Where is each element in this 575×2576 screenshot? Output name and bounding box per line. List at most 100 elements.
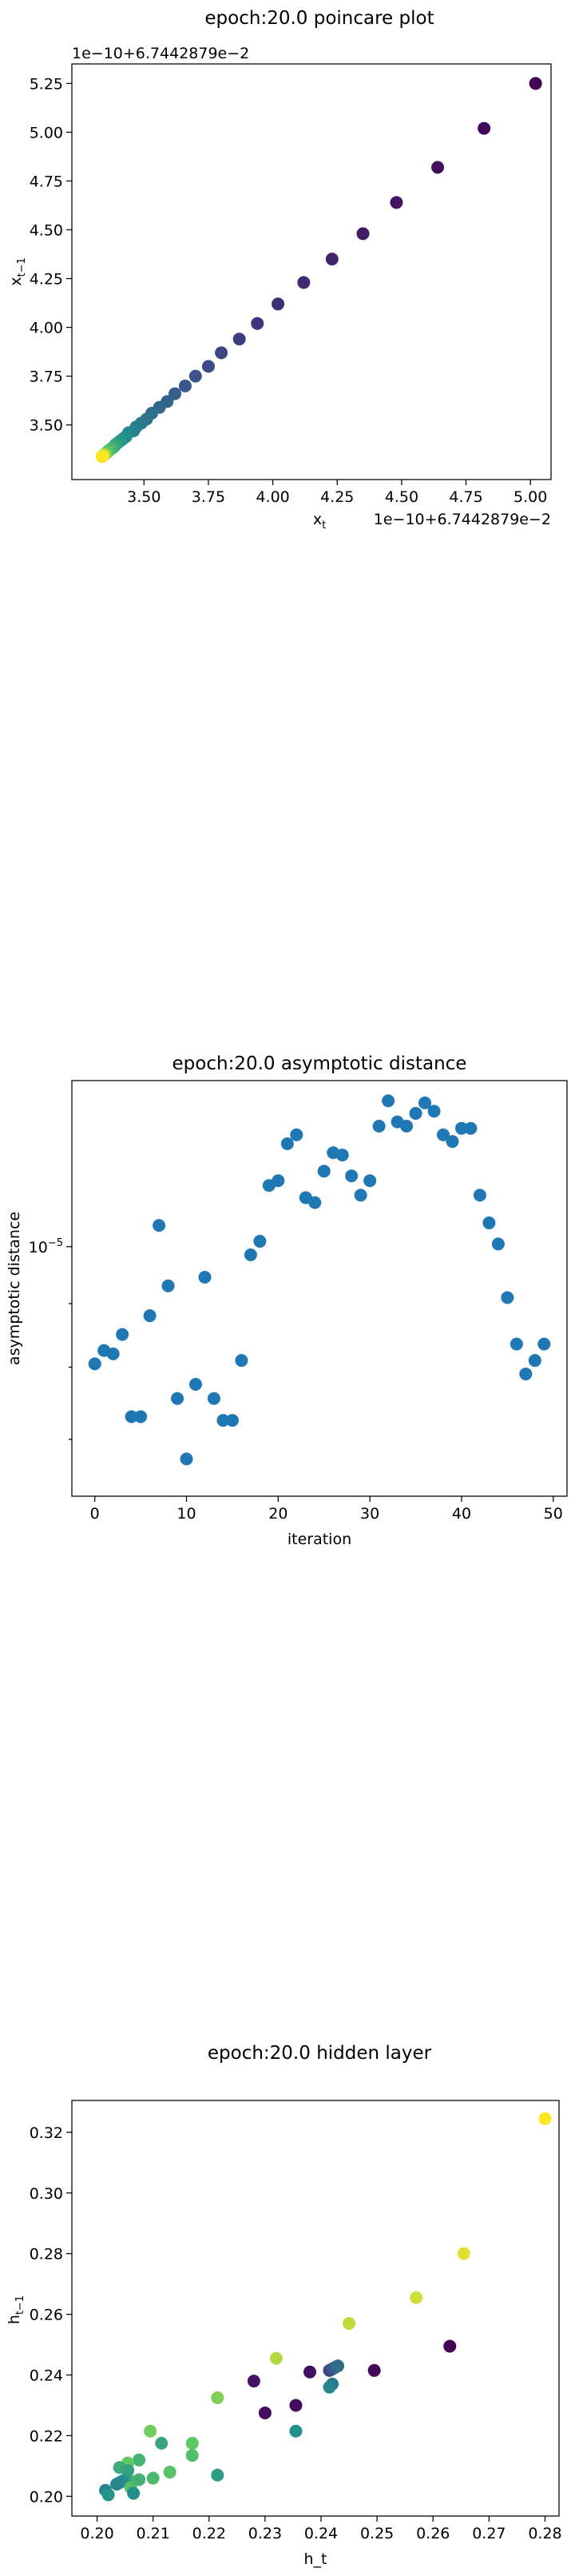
asymptotic-point: [409, 1106, 422, 1120]
asymptotic-point: [363, 1174, 377, 1188]
poincare-point: [95, 450, 109, 464]
poincare-point: [272, 297, 285, 311]
asymptotic-point: [446, 1135, 459, 1149]
hidden-point: [269, 2351, 283, 2365]
asymptotic-x-axis-label: iteration: [288, 1531, 351, 1548]
hidden-point: [247, 2375, 260, 2388]
asymptotic-point: [189, 1378, 202, 1392]
asymptotic-point: [180, 1452, 193, 1466]
asymptotic-point: [198, 1271, 212, 1284]
poincare-y-offset-label: 1e−10+6.7442879e−2: [72, 45, 249, 62]
poincare-point: [297, 276, 311, 289]
poincare-points: [95, 77, 542, 464]
poincare-y-tick-label: 4.50: [30, 222, 63, 240]
hidden-point: [133, 2453, 146, 2467]
hidden-point: [127, 2486, 141, 2500]
poincare-x-tick-label: 5.00: [514, 488, 547, 506]
asymptotic-y-axis-label: asymptotic distance: [6, 1212, 23, 1365]
asymptotic-point: [161, 1279, 175, 1292]
hidden-point: [289, 2424, 303, 2438]
poincare-point: [325, 253, 339, 266]
poincare-x-tick-label: 3.75: [192, 488, 225, 506]
hidden-point: [367, 2363, 381, 2377]
asymptotic-point: [454, 1121, 468, 1135]
hidden-x-tick-label: 0.24: [304, 2525, 338, 2542]
asymptotic-plot-frame: [71, 1080, 568, 1497]
poincare-point: [478, 121, 491, 135]
asymptotic-ticks: 0 10 20 30 40 50 10−5: [29, 1237, 563, 1523]
hidden-point: [410, 2291, 423, 2304]
hidden-y-tick-label: 0.20: [30, 2488, 63, 2506]
asymptotic-point: [519, 1368, 533, 1381]
asymptotic-title: epoch:20.0 asymptotic distance: [172, 1053, 467, 1074]
hidden-y-axis-label: ht−1: [6, 2295, 26, 2324]
asymptotic-point: [153, 1219, 166, 1232]
hidden-x-tick-label: 0.23: [248, 2525, 282, 2542]
poincare-ticks: 3.50 3.75 4.00 4.25 4.50 4.75 5.00 3.50 3.75 4.00…: [30, 75, 548, 506]
poincare-y-tick-label: 4.25: [30, 271, 63, 289]
asymptotic-point: [253, 1235, 267, 1248]
asymptotic-point: [308, 1196, 322, 1209]
hidden-point: [133, 2473, 146, 2486]
asymptotic-point: [537, 1337, 551, 1351]
hidden-title: epoch:20.0 hidden layer: [208, 2043, 432, 2064]
hidden-x-tick-label: 0.21: [137, 2525, 170, 2542]
poincare-x-axis-label: xt: [313, 511, 326, 532]
asymptotic-point: [345, 1169, 359, 1183]
hidden-point: [144, 2424, 157, 2438]
poincare-title: epoch:20.0 poincare plot: [204, 8, 434, 29]
hidden-point: [343, 2316, 356, 2330]
asymptotic-point: [501, 1291, 514, 1304]
hidden-x-tick-label: 0.26: [416, 2525, 450, 2542]
hidden-y-tick-label: 0.24: [30, 2367, 63, 2385]
poincare-x-tick-label: 4.50: [385, 488, 418, 506]
asymptotic-y-tick-label: 10−5: [29, 1237, 63, 1256]
poincare-point: [251, 317, 264, 330]
poincare-y-tick-label: 4.00: [30, 320, 63, 337]
poincare-point: [356, 227, 370, 241]
hidden-y-tick-label: 0.32: [30, 2124, 63, 2142]
hidden-point: [323, 2380, 336, 2394]
poincare-x-tick-label: 4.00: [256, 488, 289, 506]
asymptotic-chart: epoch:20.0 asymptotic distance 0 10 20 30 40…: [6, 1053, 568, 1548]
poincare-y-tick-label: 3.50: [30, 417, 63, 435]
asymptotic-point: [88, 1357, 101, 1371]
hidden-point: [211, 2391, 224, 2404]
asymptotic-point: [400, 1119, 414, 1133]
asymptotic-x-tick-label: 10: [176, 1505, 196, 1523]
asymptotic-point: [528, 1354, 541, 1368]
hidden-ticks: 0.20 0.21 0.22 0.23 0.24 0.25 0.26 0.27 0.28 0.20…: [30, 2124, 562, 2542]
hidden-x-tick-label: 0.27: [472, 2525, 506, 2542]
poincare-point: [390, 196, 403, 209]
asymptotic-point: [280, 1137, 294, 1150]
hidden-y-tick-label: 0.26: [30, 2307, 63, 2324]
asymptotic-point: [171, 1392, 184, 1405]
poincare-point: [178, 379, 192, 392]
hidden-x-axis-label: h_t: [304, 2550, 327, 2568]
asymptotic-x-tick-label: 0: [90, 1505, 100, 1523]
hidden-point: [443, 2339, 457, 2353]
asymptotic-point: [235, 1354, 248, 1368]
asymptotic-point: [372, 1119, 386, 1133]
asymptotic-point: [272, 1174, 285, 1188]
poincare-point: [529, 77, 542, 90]
asymptotic-point: [143, 1309, 157, 1323]
asymptotic-point: [427, 1105, 441, 1118]
poincare-y-tick-label: 4.75: [30, 173, 63, 190]
hidden-y-tick-label: 0.22: [30, 2427, 63, 2445]
asymptotic-point: [437, 1128, 450, 1141]
hidden-point: [185, 2449, 199, 2463]
poincare-y-tick-label: 5.25: [30, 75, 63, 93]
hidden-plot-frame: [71, 2100, 560, 2517]
asymptotic-x-tick-label: 50: [544, 1505, 563, 1523]
asymptotic-point: [317, 1165, 331, 1178]
hidden-x-tick-label: 0.22: [192, 2525, 226, 2542]
poincare-y-tick-label: 5.00: [30, 124, 63, 141]
asymptotic-point: [106, 1347, 120, 1360]
asymptotic-x-tick-label: 20: [268, 1505, 288, 1523]
asymptotic-point: [225, 1414, 239, 1427]
poincare-y-tick-label: 3.75: [30, 368, 63, 386]
hidden-point: [163, 2465, 176, 2478]
hidden-y-tick-label: 0.28: [30, 2246, 63, 2263]
